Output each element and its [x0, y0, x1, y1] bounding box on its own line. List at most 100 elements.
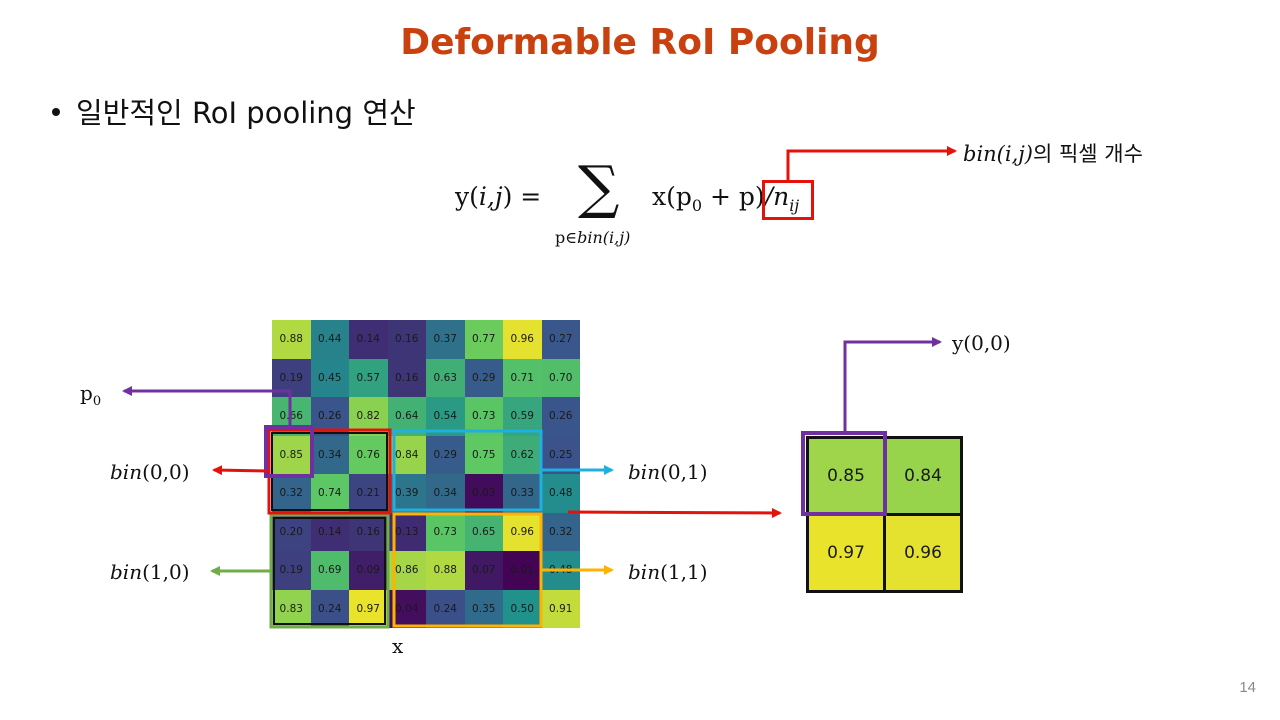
grid-cell: 0.62	[503, 435, 542, 474]
grid-cell: 0.65	[464, 512, 503, 551]
grid-cell: 0.37	[426, 320, 465, 359]
grid-cell: 0.45	[310, 358, 349, 397]
grid-cell: 0.71	[503, 358, 542, 397]
grid-cell: 0.39	[387, 474, 426, 513]
formula-lhs: y(i,j) =	[455, 182, 541, 211]
bin00-label: bin(0,0)	[110, 460, 190, 484]
grid-cell: 0.76	[349, 435, 388, 474]
x-label: x	[392, 634, 404, 658]
nij-arrow	[786, 146, 957, 180]
grid-cell: 0.04	[387, 589, 426, 628]
grid-cell: 0.26	[541, 397, 580, 436]
grid-cell: 0.77	[464, 320, 503, 359]
grid-cell: 0.86	[387, 551, 426, 590]
grid-cell: 0.25	[541, 435, 580, 474]
grid-cell: 0.54	[426, 397, 465, 436]
output-cell: 0.97	[809, 516, 883, 590]
grid-cell: 0.32	[272, 474, 311, 513]
bullet-dot-icon	[52, 108, 60, 116]
grid-cell: 0.35	[464, 589, 503, 628]
grid-cell: 0.19	[272, 551, 311, 590]
grid-cell: 0.85	[272, 435, 311, 474]
grid-cell: 0.14	[349, 320, 388, 359]
grid-cell: 0.03	[464, 474, 503, 513]
grid-cell: 0.84	[387, 435, 426, 474]
grid-cell: 0.14	[310, 512, 349, 551]
grid-cell: 0.34	[310, 435, 349, 474]
grid-cell: 0.73	[464, 397, 503, 436]
formula-lhs-close: ) =	[502, 182, 542, 211]
anno-bin-ij: bin(i,j)	[963, 142, 1033, 166]
input-feature-map: 0.88 0.44 0.14 0.16 0.37 0.77 0.96 0.27 0.19 0.45…	[272, 320, 580, 628]
grid-cell: 0.66	[272, 397, 311, 436]
grid-cell: 0.27	[541, 320, 580, 359]
formula-lhs-y: y(	[455, 182, 479, 211]
grid-cell: 0.83	[272, 589, 311, 628]
grid-cell: 0.73	[426, 512, 465, 551]
bin11-label: bin(1,1)	[628, 560, 708, 584]
grid-cell: 0.96	[503, 320, 542, 359]
grid-cell: 0.21	[349, 474, 388, 513]
formula-rhs-sub0: 0	[691, 196, 703, 215]
nij-highlight-box	[762, 180, 814, 220]
grid-cell: 0.57	[349, 358, 388, 397]
grid-cell: 0.91	[541, 589, 580, 628]
grid-cell: 0.16	[387, 358, 426, 397]
bin10-label: bin(1,0)	[110, 560, 190, 584]
grid-cell: 0.16	[387, 320, 426, 359]
grid-cell: 0.69	[310, 551, 349, 590]
grid-cell: 0.63	[426, 358, 465, 397]
bin01-label: bin(0,1)	[628, 460, 708, 484]
pooled-output-map: 0.85 0.84 0.97 0.96	[806, 436, 963, 593]
grid-cell: 0.48	[541, 474, 580, 513]
grid-cell: 0.88	[426, 551, 465, 590]
y00-label: y(0,0)	[952, 331, 1011, 355]
p0-label: p0	[80, 381, 102, 409]
grid-cell: 0.75	[464, 435, 503, 474]
grid-cell: 0.59	[503, 397, 542, 436]
grid-cell: 0.32	[541, 512, 580, 551]
bin00-arrow	[212, 465, 270, 476]
p0-arrow	[122, 386, 292, 427]
grid-cell: 0.26	[310, 397, 349, 436]
formula-lhs-ij: i,j	[478, 182, 503, 211]
grid-cell: 0.29	[426, 435, 465, 474]
grid-cell: 0.50	[503, 589, 542, 628]
grid-cell: 0.82	[349, 397, 388, 436]
bullet-text: 일반적인 RoI pooling 연산	[76, 96, 416, 130]
grid-cell: 0.70	[541, 358, 580, 397]
grid-cell: 0.16	[349, 512, 388, 551]
grid-cell: 0.29	[464, 358, 503, 397]
bullet-item: 일반적인 RoI pooling 연산	[52, 90, 416, 132]
grid-cell: 0.97	[349, 589, 388, 628]
grid-cell: 0.96	[503, 512, 542, 551]
grid-cell: 0.24	[426, 589, 465, 628]
grid-cell: 0.13	[387, 512, 426, 551]
formula-rhs-div: /n	[764, 182, 790, 211]
formula-rhs-x: x(p	[652, 182, 692, 211]
grid-cell: 0.24	[310, 589, 349, 628]
grid-cell: 0.07	[464, 551, 503, 590]
slide-title: Deformable RoI Pooling	[400, 22, 880, 63]
output-cell: 0.85	[809, 439, 883, 513]
y00-arrow	[843, 337, 942, 433]
grid-cell: 0.88	[272, 320, 311, 359]
bin-pixel-count-annotation: bin(i,j)의 픽셀 개수	[963, 138, 1143, 168]
page-number: 14	[1239, 679, 1256, 696]
grid-cell: 0.19	[272, 358, 311, 397]
anno-bin-count-text: 의 픽셀 개수	[1032, 142, 1143, 166]
grid-cell: 0.48	[541, 551, 580, 590]
grid-cell: 0.74	[310, 474, 349, 513]
formula-rhs-sub-ij: ij	[789, 196, 800, 215]
summation-subscript: p∈bin(i,j)	[555, 228, 630, 247]
grid-cell: 0.64	[387, 397, 426, 436]
grid-cell: 0.33	[503, 474, 542, 513]
sum-sub-bin: bin(i,j)	[577, 228, 631, 247]
grid-cell: 0.20	[272, 512, 311, 551]
summation-icon: ∑	[578, 153, 620, 221]
grid-cell: 0.34	[426, 474, 465, 513]
sum-sub-p: p∈	[555, 228, 578, 247]
grid-cell: 0.01	[503, 551, 542, 590]
grid-cell: 0.44	[310, 320, 349, 359]
output-cell: 0.96	[886, 516, 960, 590]
